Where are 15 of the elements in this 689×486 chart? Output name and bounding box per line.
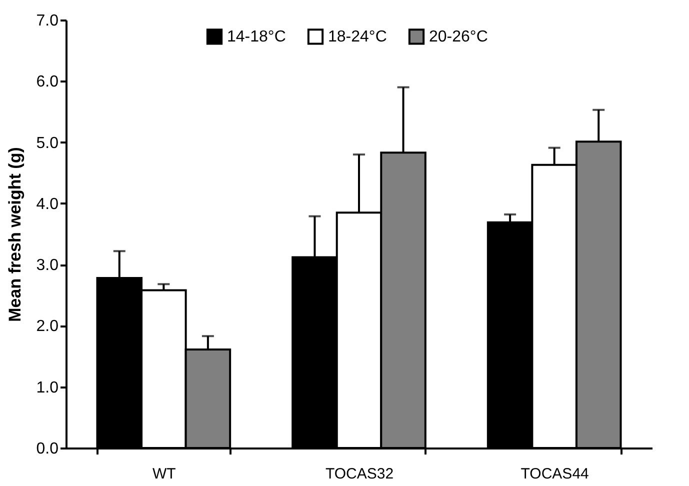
y-tick-label: 5.0 xyxy=(36,134,59,152)
y-tick-label: 2.0 xyxy=(36,318,59,336)
y-tick-label: 0.0 xyxy=(36,440,59,458)
legend-label: 20-26°C xyxy=(429,28,488,46)
y-axis-title: Mean fresh weight (g) xyxy=(5,147,24,322)
legend-label: 18-24°C xyxy=(328,28,387,46)
y-tick-label: 7.0 xyxy=(36,12,59,30)
x-tick-label: WT xyxy=(152,466,176,482)
y-tick-label: 6.0 xyxy=(36,74,59,91)
x-tick-label: TOCAS44 xyxy=(520,466,589,482)
x-tick-label: TOCAS32 xyxy=(325,466,394,482)
legend-label: 14-18°C xyxy=(227,28,286,46)
y-tick-label: 4.0 xyxy=(36,196,59,213)
y-tick-label: 1.0 xyxy=(36,379,59,396)
y-tick-label: 3.0 xyxy=(36,257,59,274)
